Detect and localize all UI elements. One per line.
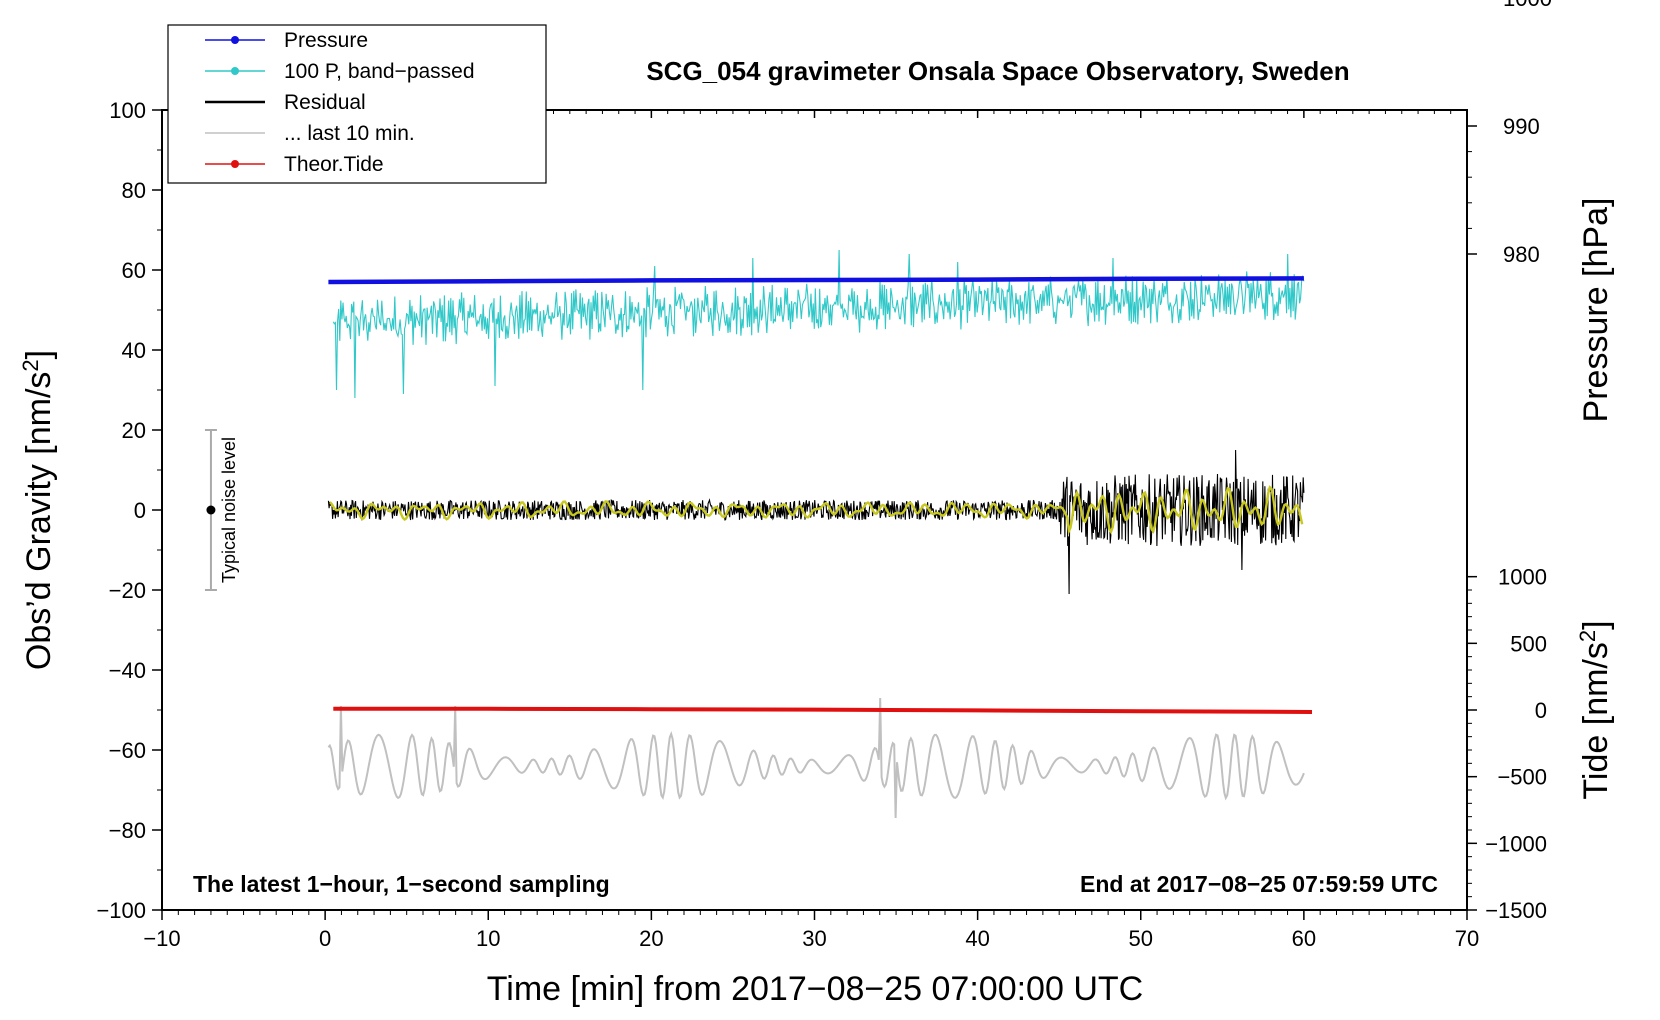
tide-tick-label: −1000: [1485, 831, 1547, 856]
x-tick-label: 30: [802, 926, 826, 951]
pressure-tick-label: 990: [1503, 114, 1540, 139]
tide-tick-label: 500: [1510, 631, 1547, 656]
legend-label: ... last 10 min.: [284, 122, 415, 145]
x-axis-title: Time [min] from 2017−08−25 07:00:00 UTC: [487, 970, 1143, 1008]
x-tick-label: 10: [476, 926, 500, 951]
tide-axis-title: Tide [nm/s2]: [1575, 620, 1615, 799]
x-tick-label: 70: [1455, 926, 1479, 951]
plot-frame: [161, 109, 1468, 911]
legend: Pressure 100 P, band−passed Residual ... la…: [167, 24, 547, 184]
tide-tick-label: 0: [1535, 698, 1547, 723]
x-tick-label: 40: [965, 926, 989, 951]
tide-tick-label: −1500: [1485, 898, 1547, 923]
tide-tick-label: 1000: [1498, 565, 1547, 590]
legend-label: 100 P, band−passed: [284, 60, 475, 83]
series-residual-smoothed: [329, 485, 1304, 536]
chart-title: SCG_054 gravimeter Onsala Space Observat…: [646, 56, 1349, 86]
legend-marker: [231, 36, 239, 44]
series-band-passed-pressure: [332, 249, 1305, 399]
y-tick-label: 80: [122, 178, 146, 203]
legend-label: Pressure: [284, 29, 368, 52]
series-theoretical-tide: [333, 706, 1313, 714]
x-tick-label: 0: [319, 926, 331, 951]
y-tick-label: −40: [109, 658, 146, 683]
y-tick-label: 40: [122, 338, 146, 363]
noise-bar-center: [206, 505, 216, 515]
y-tick-label: 100: [109, 98, 146, 123]
noise-bar-label: Typical noise level: [219, 437, 239, 583]
legend-marker: [231, 160, 239, 168]
y-tick-label: −100: [96, 898, 146, 923]
y-tick-label: 60: [122, 258, 146, 283]
y-tick-label: −80: [109, 818, 146, 843]
y-tick-label: 20: [122, 418, 146, 443]
series-residual: [327, 449, 1305, 595]
legend-label: Theor.Tide: [284, 153, 384, 176]
pressure-tick-label: 1000: [1503, 0, 1552, 11]
x-tick-label: 50: [1129, 926, 1153, 951]
legend-marker: [231, 67, 239, 75]
x-tick-label: −10: [143, 926, 180, 951]
y-tick-label: 0: [134, 498, 146, 523]
y-tick-label: −60: [109, 738, 146, 763]
legend-label: Residual: [284, 91, 366, 114]
x-tick-label: 60: [1292, 926, 1316, 951]
y-axis-title: Obs’d Gravity [nm/s2]: [18, 350, 58, 670]
tide-tick-label: −500: [1497, 765, 1547, 790]
pressure-tick-label: 980: [1503, 242, 1540, 267]
annotation-end-time: End at 2017−08−25 07:59:59 UTC: [1080, 871, 1438, 897]
series-pressure: [328, 276, 1304, 285]
pressure-axis-title: Pressure [hPa]: [1577, 198, 1615, 423]
annotation-sampling: The latest 1−hour, 1−second sampling: [193, 871, 610, 897]
x-tick-label: 20: [639, 926, 663, 951]
y-tick-label: −20: [109, 578, 146, 603]
legend-box: [167, 24, 547, 184]
series-last-10-min: [327, 697, 1305, 819]
